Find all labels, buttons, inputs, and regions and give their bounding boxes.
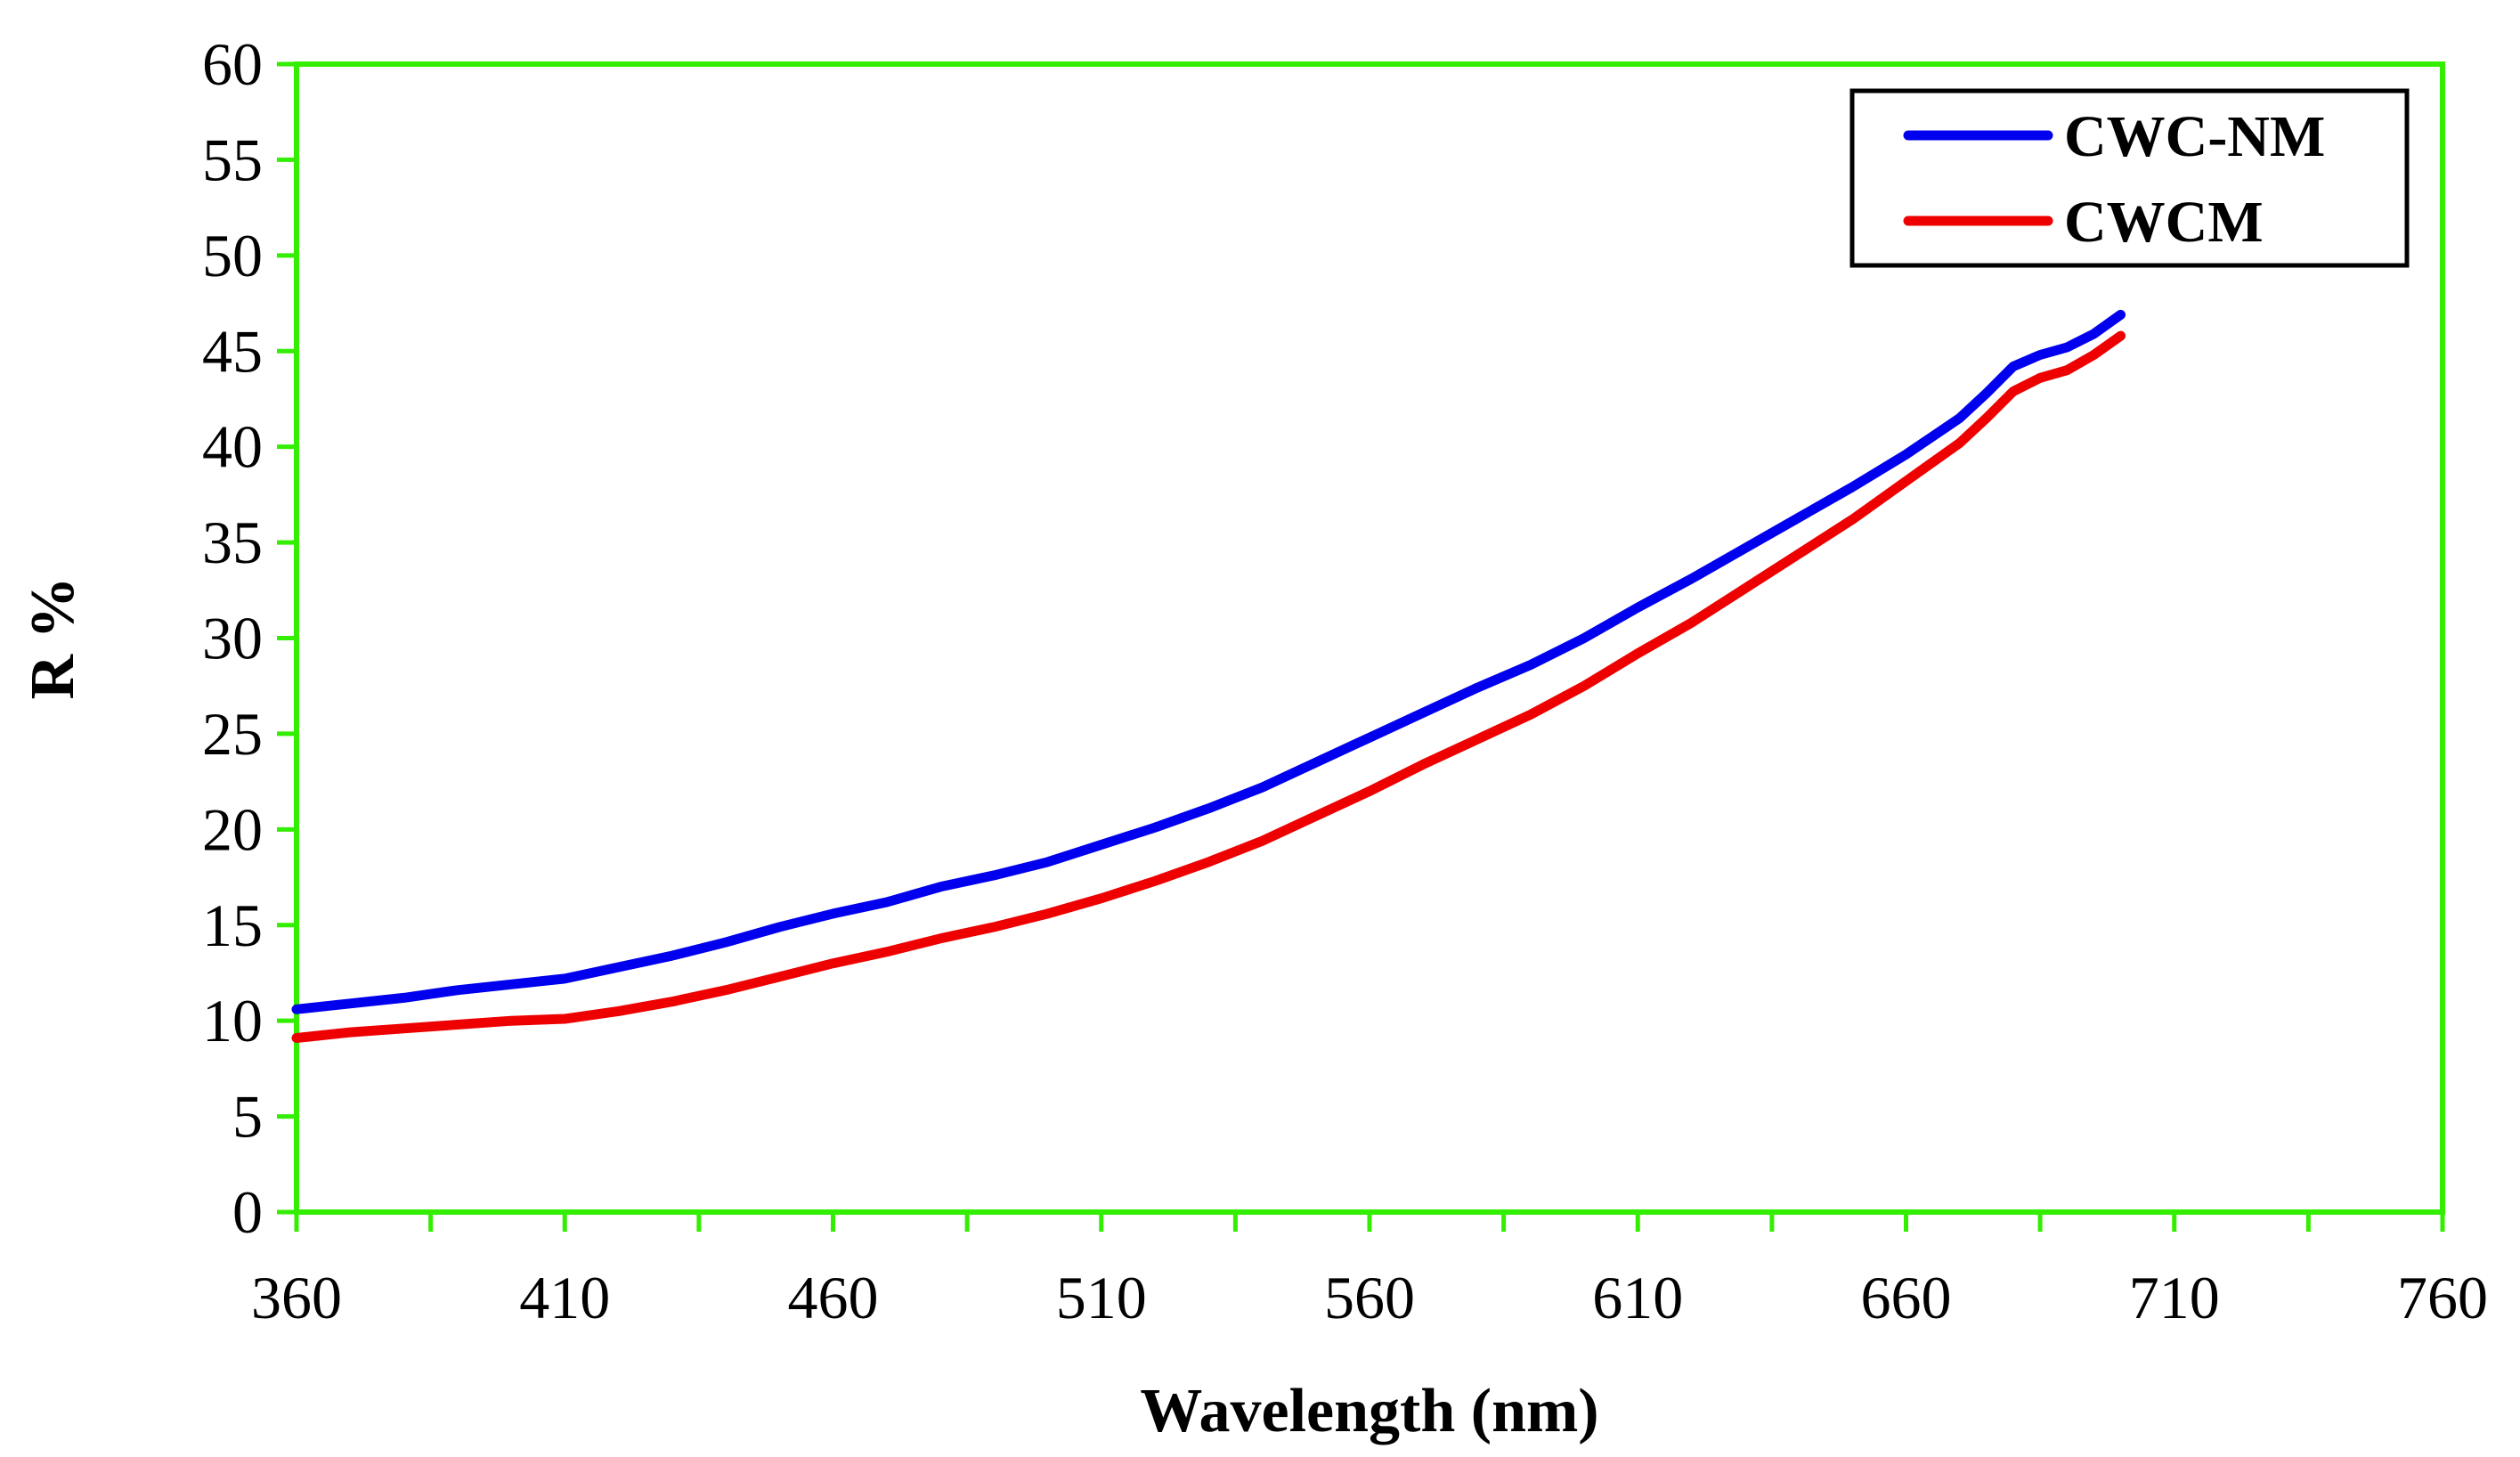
x-tick-label: 660 xyxy=(1861,1264,1952,1331)
y-tick-label: 0 xyxy=(232,1178,263,1246)
x-tick-label: 760 xyxy=(2397,1264,2488,1331)
x-tick-label: 710 xyxy=(2129,1264,2220,1331)
y-tick-label: 40 xyxy=(202,413,263,481)
y-tick-label: 60 xyxy=(202,30,263,98)
x-tick-label: 360 xyxy=(251,1264,342,1331)
x-axis-ticks: 360 410 460 510 560 610 660 710 760 xyxy=(251,1212,2488,1331)
y-tick-label: 10 xyxy=(202,987,263,1054)
x-axis-title: Wavelength (nm) xyxy=(1140,1377,1598,1445)
y-axis-ticks: 0 5 10 15 20 25 30 35 40 45 50 55 60 xyxy=(202,30,297,1246)
x-tick-label: 410 xyxy=(519,1264,610,1331)
y-tick-label: 50 xyxy=(202,222,263,289)
series-line-cwcm xyxy=(291,330,2126,1043)
x-tick-label: 510 xyxy=(1056,1264,1147,1331)
x-tick-label: 460 xyxy=(788,1264,879,1331)
y-tick-label: 15 xyxy=(202,891,263,959)
y-tick-label: 55 xyxy=(202,126,263,193)
series-line-cwc-nm xyxy=(291,309,2126,1014)
legend-label-cwcm: CWCM xyxy=(2064,190,2264,255)
series-layer xyxy=(291,309,2126,1043)
y-tick-label: 20 xyxy=(202,795,263,863)
y-tick-label: 25 xyxy=(202,700,263,768)
y-tick-label: 35 xyxy=(202,509,263,576)
x-tick-label: 610 xyxy=(1592,1264,1683,1331)
legend: CWC-NM CWCM xyxy=(1849,88,2410,268)
legend-label-cwc-nm: CWC-NM xyxy=(2064,104,2325,169)
legend-box xyxy=(1849,88,2410,268)
y-tick-label: 5 xyxy=(232,1083,263,1151)
x-tick-label: 560 xyxy=(1324,1264,1415,1331)
y-axis-title: R % xyxy=(19,576,87,699)
y-tick-label: 30 xyxy=(202,605,263,672)
y-tick-label: 45 xyxy=(202,317,263,385)
